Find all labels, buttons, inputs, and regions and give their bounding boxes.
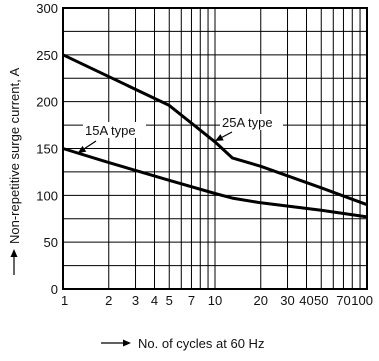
chart-annotations: 15A type 25A type — [77, 114, 283, 154]
series-line-15a-type — [62, 147, 368, 219]
y-tick-label: 250 — [36, 48, 58, 63]
y-tick-label: 0 — [51, 282, 58, 297]
annotation-arrow-head — [215, 134, 224, 142]
x-tick-label: 70 — [336, 293, 350, 308]
y-axis-title: Non-repetitive surge current, A — [7, 67, 22, 244]
y-tick-label: 300 — [36, 1, 58, 16]
y-tick-label: 50 — [44, 235, 58, 250]
chart-grid — [63, 8, 367, 289]
annotation-label: 25A type — [222, 115, 273, 130]
x-tick-label: 1 — [61, 293, 68, 308]
y-axis-title-group: Non-repetitive surge current, A — [7, 67, 22, 275]
x-tick-label: 7 — [188, 293, 195, 308]
x-tick-label: 3 — [132, 293, 139, 308]
x-tick-label: 30 — [280, 293, 294, 308]
x-axis-arrow-head — [123, 339, 131, 347]
x-tick-label: 5 — [166, 293, 173, 308]
series-line-25a-type — [62, 53, 368, 207]
x-tick-label: 20 — [254, 293, 268, 308]
annotation-arrow-head — [77, 145, 87, 154]
chart-series — [62, 53, 368, 219]
plot-frame — [62, 7, 368, 290]
x-tick-label: 40 — [299, 293, 313, 308]
y-axis-arrow-head — [10, 249, 18, 257]
annotation-backdrop — [83, 122, 146, 138]
y-tick-label: 100 — [36, 188, 58, 203]
x-tick-label: 4 — [151, 293, 158, 308]
x-axis-title-group: No. of cycles at 60 Hz — [101, 336, 264, 351]
x-tick-label: 50 — [314, 293, 328, 308]
y-tick-label: 150 — [36, 142, 58, 157]
x-tick-label: 10 — [208, 293, 222, 308]
annotation-label: 15A type — [85, 123, 136, 138]
x-axis-title: No. of cycles at 60 Hz — [138, 336, 264, 351]
x-tick-label: 2 — [105, 293, 112, 308]
x-tick-label: 100 — [351, 293, 373, 308]
annotation-backdrop — [220, 114, 283, 130]
y-tick-label: 200 — [36, 95, 58, 110]
